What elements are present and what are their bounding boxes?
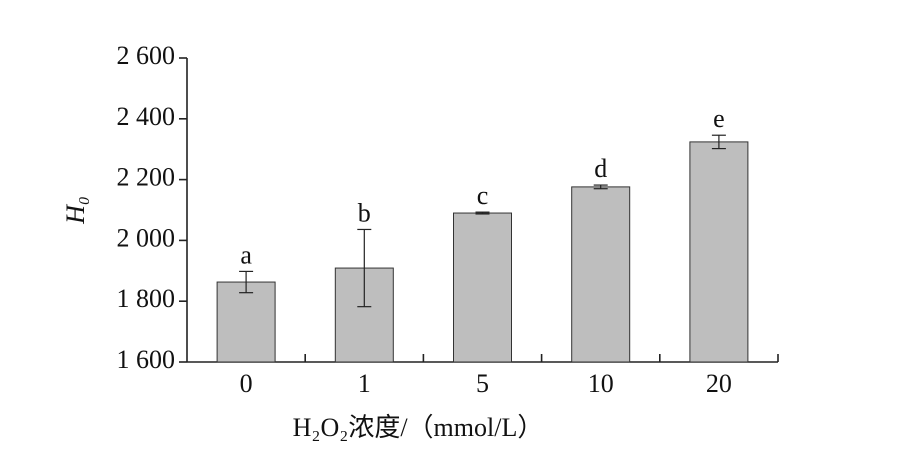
- x-tick-label: 20: [706, 369, 732, 398]
- y-tick-label: 1 800: [117, 284, 176, 313]
- error-bar: [593, 184, 608, 190]
- x-tick-label: 1: [358, 369, 371, 398]
- y-axis-label: H₀: [61, 196, 90, 225]
- error-bar: [711, 134, 726, 150]
- bar: [689, 141, 749, 363]
- significance-letter: c: [477, 181, 489, 210]
- bar: [453, 212, 512, 363]
- y-tick-label: 2 400: [117, 102, 176, 131]
- bar: [216, 281, 276, 363]
- y-tick-label: 1 600: [117, 345, 176, 374]
- x-axis-label: H₂O₂浓度/（mmol/L）: [293, 413, 544, 442]
- y-tick-label: 2 200: [117, 163, 176, 192]
- x-tick-label: 0: [240, 369, 253, 398]
- significance-letter: d: [594, 154, 607, 183]
- y-tick-label: 2 600: [117, 41, 176, 70]
- bar: [571, 186, 631, 363]
- error-bar: [475, 211, 490, 215]
- x-tick-label: 5: [476, 369, 489, 398]
- x-tick-label: 10: [588, 369, 614, 398]
- significance-letter: e: [713, 104, 725, 133]
- significance-letter: b: [358, 198, 371, 227]
- significance-letter: a: [240, 240, 252, 269]
- error-bar: [239, 270, 254, 294]
- y-tick-label: 2 000: [117, 223, 176, 252]
- error-bar: [357, 228, 372, 308]
